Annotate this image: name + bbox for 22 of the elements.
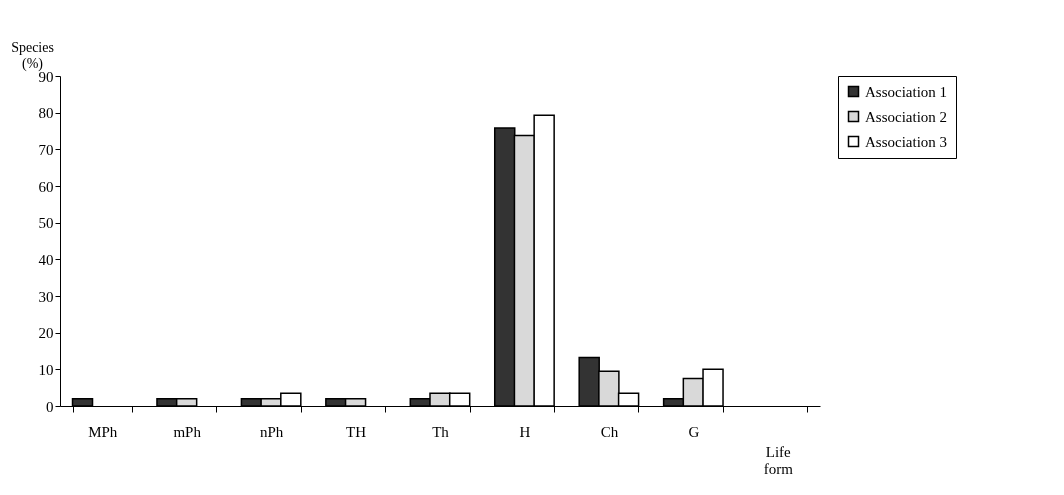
y-tick-label: 10 (38, 361, 54, 378)
x-tick-label: Th (432, 423, 450, 440)
y-tick-label: 0 (46, 398, 54, 415)
y-tick-label: 50 (38, 215, 54, 232)
x-tick-label: Ch (600, 423, 619, 440)
y-tick-label: 30 (38, 288, 54, 305)
x-axis-title: Life form (763, 443, 794, 477)
x-tick-label: H (519, 423, 531, 440)
y-tick-label: 60 (38, 178, 54, 195)
x-tick-label: G (688, 423, 700, 440)
x-tick-label: nPh (259, 423, 284, 440)
y-tick-label: 20 (38, 325, 54, 342)
x-tick-label: TH (346, 423, 367, 440)
y-axis-title: Species (%) (11, 39, 54, 72)
y-tick-label: 80 (38, 105, 54, 122)
legend-label: Association 1 (865, 83, 948, 100)
y-tick-label: 70 (38, 141, 54, 158)
y-tick-label: 40 (38, 251, 54, 268)
legend-label: Association 3 (865, 133, 948, 150)
legend-label: Association 2 (865, 108, 948, 125)
x-tick-label: mPh (173, 423, 202, 440)
x-tick-label: MPh (88, 423, 118, 440)
